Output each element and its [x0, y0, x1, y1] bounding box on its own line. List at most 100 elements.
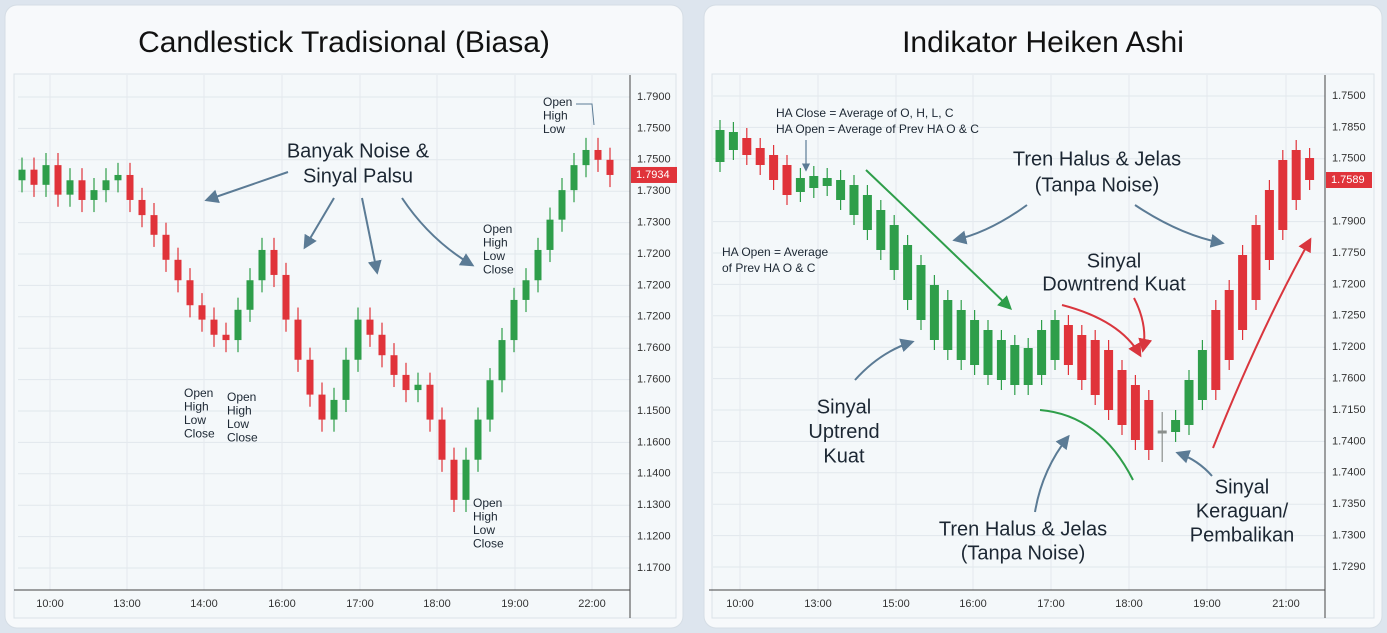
annotation: HA Close = Average of O, H, L, C [776, 106, 954, 120]
arrow [1212, 237, 1312, 449]
y-tick-label: 1.1400 [637, 468, 671, 480]
candle-body [728, 132, 738, 150]
candle-body [330, 399, 338, 420]
candle-body [522, 280, 530, 300]
candle-body [414, 384, 422, 391]
y-tick-label: 1.7600 [637, 374, 671, 386]
candle-body [594, 149, 602, 160]
candle-body [378, 334, 386, 356]
candle-body [534, 249, 542, 281]
candle-body [558, 190, 566, 220]
y-tick-label: 1.7150 [1332, 404, 1366, 416]
candle-body [862, 195, 872, 230]
candle-body [90, 190, 98, 200]
arrows [204, 103, 1312, 513]
annotation: High [184, 400, 209, 414]
arrow [865, 169, 1013, 310]
candle-body [570, 165, 578, 191]
annotation: Downtrend Kuat [1042, 273, 1186, 295]
annotation: Open [184, 386, 213, 400]
y-tick-label: 1.7500 [1332, 153, 1366, 165]
candle-body [138, 199, 146, 216]
y-tick-label: 1.7300 [1332, 530, 1366, 542]
y-tick-label: 1.1300 [637, 499, 671, 511]
candle-body [1023, 348, 1033, 385]
candle-body [1171, 420, 1181, 432]
left-plot [13, 73, 677, 619]
y-tick-label: 1.7500 [1332, 90, 1366, 102]
arrow [303, 197, 335, 250]
arrow [401, 197, 475, 267]
candle-body [1305, 158, 1315, 180]
annotation: Banyak Noise & [287, 140, 430, 162]
candle-body [916, 265, 926, 320]
candle-body [795, 178, 805, 192]
y-tick-label: 1.7850 [1332, 121, 1366, 133]
annotation: Open [543, 95, 572, 109]
x-tick-label: 15:00 [882, 598, 910, 610]
candle-body [42, 165, 50, 185]
annotation: Uptrend [808, 421, 879, 443]
y-tick-label: 1.7250 [1332, 310, 1366, 322]
x-tick-label: 16:00 [959, 598, 987, 610]
annotation: Pembalikan [1190, 524, 1295, 546]
annotation: Low [473, 523, 495, 537]
candle-body [102, 180, 110, 191]
candle-body [186, 280, 194, 306]
candle-body [474, 419, 482, 460]
arrow [1175, 450, 1213, 477]
candle-body [970, 320, 980, 365]
candle-body [769, 155, 779, 180]
candle-body [462, 459, 470, 500]
candle-body [1037, 330, 1047, 375]
arrow [1061, 304, 1142, 358]
candle-body [1063, 325, 1073, 365]
y-tick-label: 1.7750 [1332, 247, 1366, 259]
candle-body [1090, 340, 1100, 395]
candle-body [1144, 400, 1154, 450]
candle-body [498, 340, 506, 381]
curve [1039, 409, 1134, 481]
x-tick-label: 18:00 [423, 598, 451, 610]
candle-body [66, 180, 74, 195]
candle-body [849, 185, 859, 215]
y-tick-label: 1.7400 [1332, 435, 1366, 447]
annotation: Open [227, 390, 256, 404]
candle-body [876, 210, 886, 250]
arrow [204, 171, 289, 203]
candle-body [306, 359, 314, 395]
candle-body [198, 305, 206, 320]
y-tick-label: 1.7600 [637, 342, 671, 354]
y-tick-label: 1.1600 [637, 436, 671, 448]
candle-body [889, 225, 899, 270]
chart-title: Indikator Heiken Ashi [902, 26, 1184, 59]
y-tick-label: 1.7600 [1332, 373, 1366, 385]
arrow [1034, 434, 1070, 513]
candle-body [294, 319, 302, 360]
x-tick-label: 17:00 [1037, 598, 1065, 610]
annotation: Close [227, 431, 258, 445]
x-tick-label: 14:00 [190, 598, 218, 610]
annotation: (Tanpa Noise) [961, 542, 1086, 564]
candle-body [402, 374, 410, 391]
candle-body [114, 174, 122, 181]
annotation: Low [227, 417, 249, 431]
price-tag [631, 166, 677, 183]
candle-body [270, 249, 278, 275]
candle-body [1264, 190, 1274, 260]
y-tick-label: 1.7500 [637, 154, 671, 166]
candle-body [782, 165, 792, 195]
candle-body [1104, 350, 1114, 410]
candle-body [246, 280, 254, 310]
candle-body [929, 285, 939, 340]
chart-title: Candlestick Tradisional (Biasa) [138, 26, 550, 59]
price-tag [1326, 172, 1372, 188]
candle-body [126, 174, 134, 200]
candle-body [318, 394, 326, 420]
annotation: Tren Halus & Jelas [939, 518, 1107, 540]
candle-body [582, 149, 590, 166]
annotation: HA Open = Average [722, 245, 829, 259]
annotation: Close [184, 427, 215, 441]
candle-body [903, 245, 913, 300]
y-tick-label: 1.7400 [1332, 467, 1366, 479]
